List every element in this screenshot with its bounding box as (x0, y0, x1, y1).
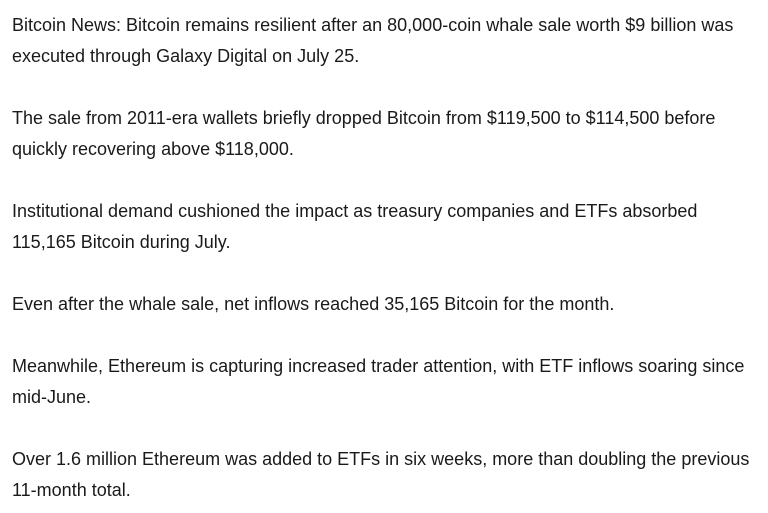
article-paragraph: Institutional demand cushioned the impac… (12, 201, 698, 252)
article-paragraph: The sale from 2011-era wallets briefly d… (12, 108, 716, 159)
article-paragraph: Bitcoin News: Bitcoin remains resilient … (12, 15, 734, 66)
article-paragraph: Meanwhile, Ethereum is capturing increas… (12, 356, 745, 407)
article-paragraph: Even after the whale sale, net inflows r… (12, 294, 615, 314)
article-paragraph: Over 1.6 million Ethereum was added to E… (12, 449, 750, 500)
article-body: Bitcoin News: Bitcoin remains resilient … (12, 10, 756, 506)
